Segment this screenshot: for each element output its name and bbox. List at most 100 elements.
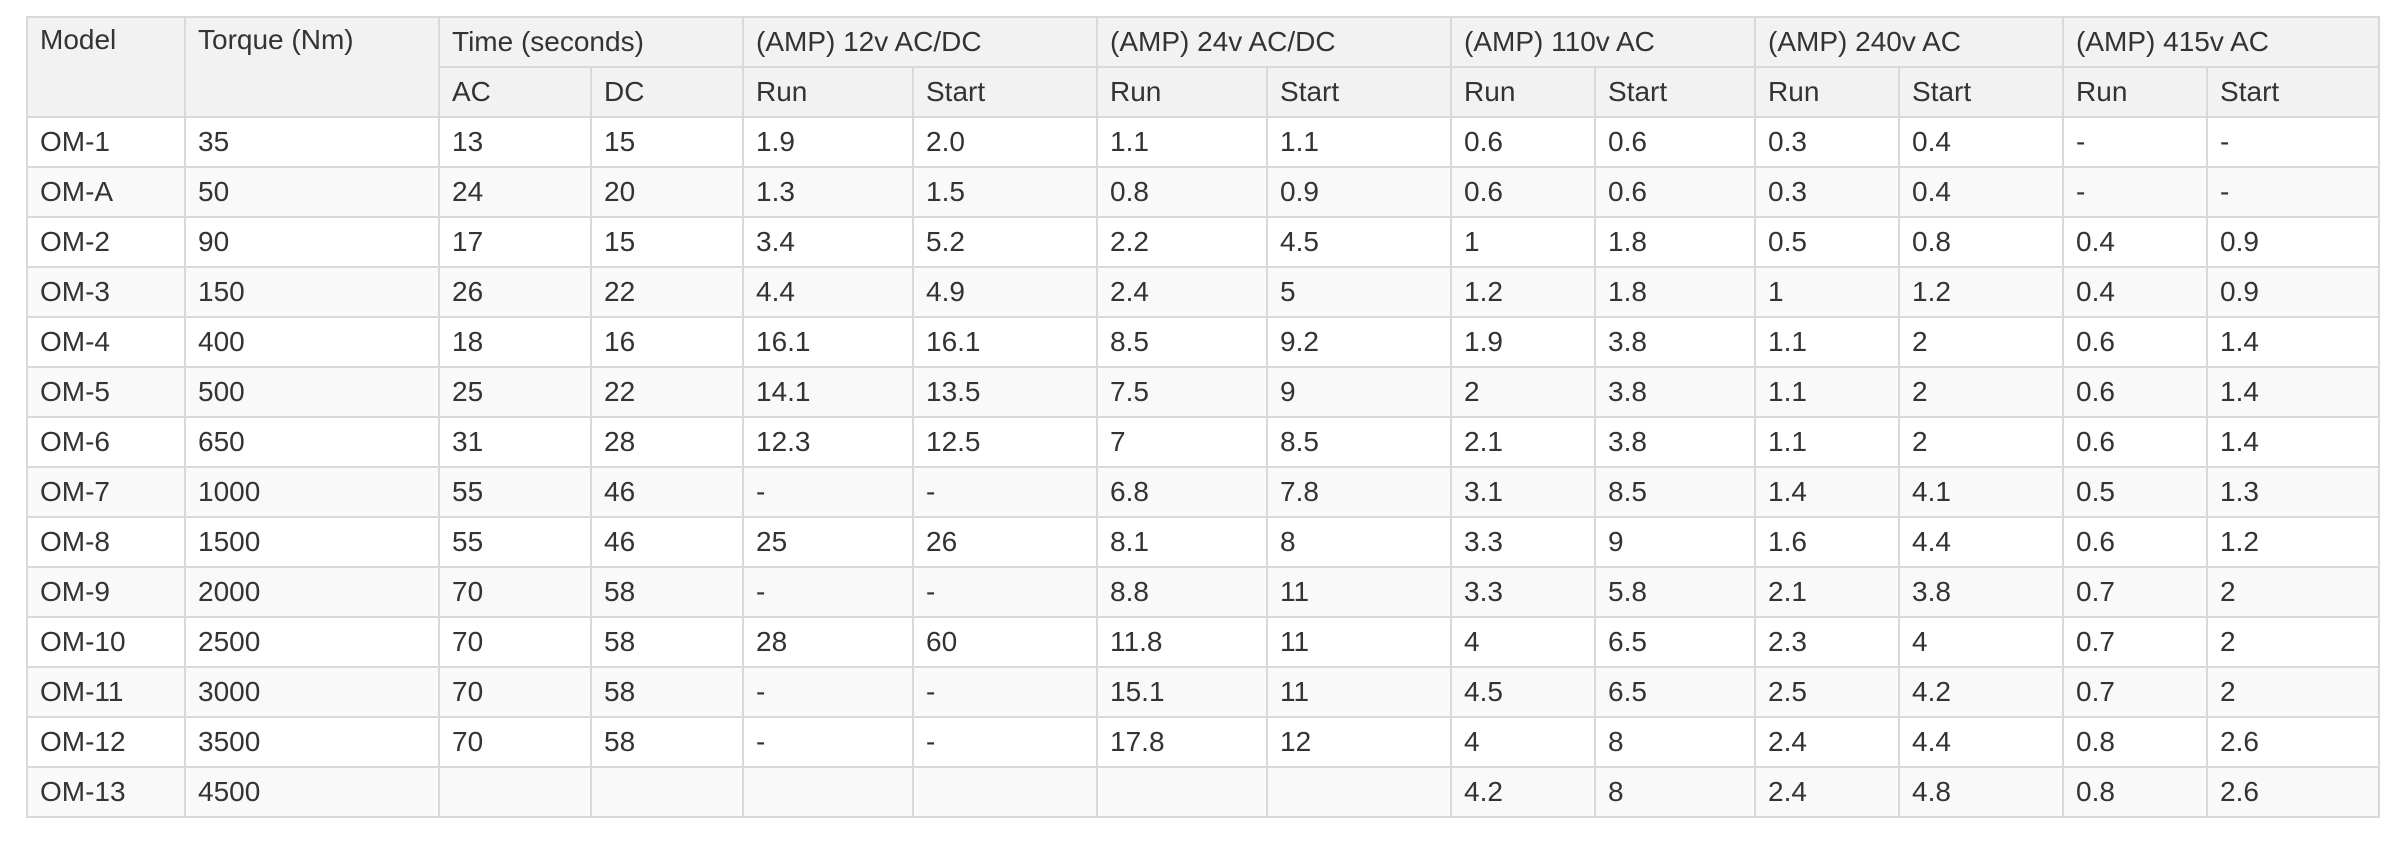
table-cell: 6.5: [1594, 666, 1757, 718]
table-cell: 3000: [184, 666, 440, 718]
table-cell: 4.2: [1450, 766, 1597, 818]
table-row: OM-10 2500 70 58 28 60 11.8 11 4 6.5 2.3 4 0.7 2: [26, 616, 2381, 668]
subheader-240v-run: Run: [1754, 66, 1901, 118]
table-cell: 4500: [184, 766, 440, 818]
table-cell: 0.7: [2062, 616, 2209, 668]
table-cell: 1: [1450, 216, 1597, 268]
table-cell: OM-1: [26, 116, 186, 168]
table-row: OM-6 650 31 28 12.3 12.5 7 8.5 2.1 3.8 1.1 2 0.6 1.4: [26, 416, 2381, 468]
table-row: OM-11 3000 70 58- -15.1 11 4.5 6.5 2.5 4.2 0.7 2: [26, 666, 2381, 718]
table-cell: 58: [590, 666, 744, 718]
table-cell: 0.8: [1096, 166, 1269, 218]
header-amp-110v: (AMP) 110v AC: [1450, 16, 1757, 68]
table-cell: OM-7: [26, 466, 186, 518]
table-cell: OM-6: [26, 416, 186, 468]
table-cell: 2: [1898, 366, 2065, 418]
table-cell: 4.4: [1898, 716, 2065, 768]
table-row: OM-3 150 26 22 4.4 4.9 2.4 5 1.2 1.8 1 1.2 0.4 0.9: [26, 266, 2381, 318]
table-cell: 0.6: [2062, 516, 2209, 568]
table-cell: 1.3: [742, 166, 914, 218]
table-cell: 0.8: [2062, 716, 2209, 768]
table-cell: 1.4: [2206, 316, 2381, 368]
table-row: OM-A 50 24 20 1.3 1.5 0.8 0.9 0.6 0.6 0.3 0.4- -: [26, 166, 2381, 218]
table-cell: 50: [184, 166, 440, 218]
table-cell: 2: [1898, 416, 2065, 468]
table-cell: 8.5: [1096, 316, 1269, 368]
table-cell: 16.1: [742, 316, 914, 368]
table-cell: 2.4: [1754, 766, 1901, 818]
table-cell: 1.9: [742, 116, 914, 168]
table-cell: 2.3: [1754, 616, 1901, 668]
table-cell: -: [2206, 166, 2381, 218]
table-cell: 150: [184, 266, 440, 318]
table-cell: OM-13: [26, 766, 186, 818]
table-cell: 2.5: [1754, 666, 1901, 718]
table-cell: 0.7: [2062, 666, 2209, 718]
header-row-sub: AC DC Run Start Run Start Run Start Run …: [27, 66, 2381, 118]
table-cell: 8.5: [1594, 466, 1757, 518]
table-cell: 4.9: [911, 266, 1099, 318]
table-cell: 7: [1096, 416, 1269, 468]
subheader-time-ac: AC: [438, 66, 592, 118]
table-cell: 2000: [184, 566, 440, 618]
table-cell: OM-8: [26, 516, 186, 568]
table-cell: 1.4: [2206, 366, 2381, 418]
table-cell: 0.3: [1754, 166, 1901, 218]
table-row: OM-4 400 18 16 16.1 16.1 8.5 9.2 1.9 3.8 1.1 2 0.6 1.…: [26, 316, 2381, 368]
table-cell: 58: [590, 716, 744, 768]
table-cell: 4: [1450, 616, 1597, 668]
table-cell: 26: [438, 266, 592, 318]
table-cell: 26: [911, 516, 1099, 568]
subheader-110v-start: Start: [1594, 66, 1757, 118]
table-cell: -: [742, 566, 914, 618]
table-cell: 2: [1898, 316, 2065, 368]
table-cell: OM-3: [26, 266, 186, 318]
table-cell: 14.1: [742, 366, 914, 418]
table-cell: 16: [590, 316, 744, 368]
table-cell: 13: [438, 116, 592, 168]
table-cell: 2.1: [1450, 416, 1597, 468]
table-cell: 25: [438, 366, 592, 418]
table-cell: 0.4: [1898, 166, 2065, 218]
table-cell: 8: [1594, 766, 1757, 818]
table-cell: -: [911, 466, 1099, 518]
table-cell: 8.8: [1096, 566, 1269, 618]
table-row: OM-2 90 17 15 3.4 5.2 2.2 4.5 1 1.8 0.5 0.8 0.4 0.9: [26, 216, 2381, 268]
table-cell: -: [911, 716, 1099, 768]
subheader-110v-run: Run: [1450, 66, 1597, 118]
table-cell: 9: [1266, 366, 1453, 418]
table-cell: 0.3: [1754, 116, 1901, 168]
table-cell: 1.3: [2206, 466, 2381, 518]
table-cell: 1.2: [1898, 266, 2065, 318]
table-cell: 2: [2206, 616, 2381, 668]
table-cell: 1.9: [1450, 316, 1597, 368]
table-cell: 13.5: [911, 366, 1099, 418]
table-cell: 1.5: [911, 166, 1099, 218]
subheader-415v-start: Start: [2206, 66, 2381, 118]
table-cell: 8: [1594, 716, 1757, 768]
table-cell: 2.4: [1096, 266, 1269, 318]
table-cell: 12: [1266, 716, 1453, 768]
table-cell: 0.9: [1266, 166, 1453, 218]
table-cell: 60: [911, 616, 1099, 668]
table-cell: OM-A: [26, 166, 186, 218]
table-cell: 35: [184, 116, 440, 168]
table-cell: 2.0: [911, 116, 1099, 168]
table-row: OM-12 3500 70 58- -17.8 12 4 8 2.4 4.4 0.8 2.6: [26, 716, 2381, 768]
table-cell: 0.6: [1450, 166, 1597, 218]
table-cell: 5.8: [1594, 566, 1757, 618]
table-cell: 3.8: [1594, 366, 1757, 418]
table-cell: OM-4: [26, 316, 186, 368]
table-row: OM-5 500 25 22 14.1 13.5 7.5 9 2 3.8 1.1 2 0.6 1.4: [26, 366, 2381, 418]
subheader-12v-run: Run: [742, 66, 914, 118]
table-cell: 2.1: [1754, 566, 1901, 618]
table-cell: 70: [438, 716, 592, 768]
subheader-time-dc: DC: [590, 66, 744, 118]
table-cell: 2: [1450, 366, 1597, 418]
subheader-12v-start: Start: [911, 66, 1099, 118]
table-cell: 22: [590, 266, 744, 318]
table-cell: 3500: [184, 716, 440, 768]
table-cell: 70: [438, 616, 592, 668]
table-cell: 28: [742, 616, 914, 668]
table-cell: 70: [438, 666, 592, 718]
